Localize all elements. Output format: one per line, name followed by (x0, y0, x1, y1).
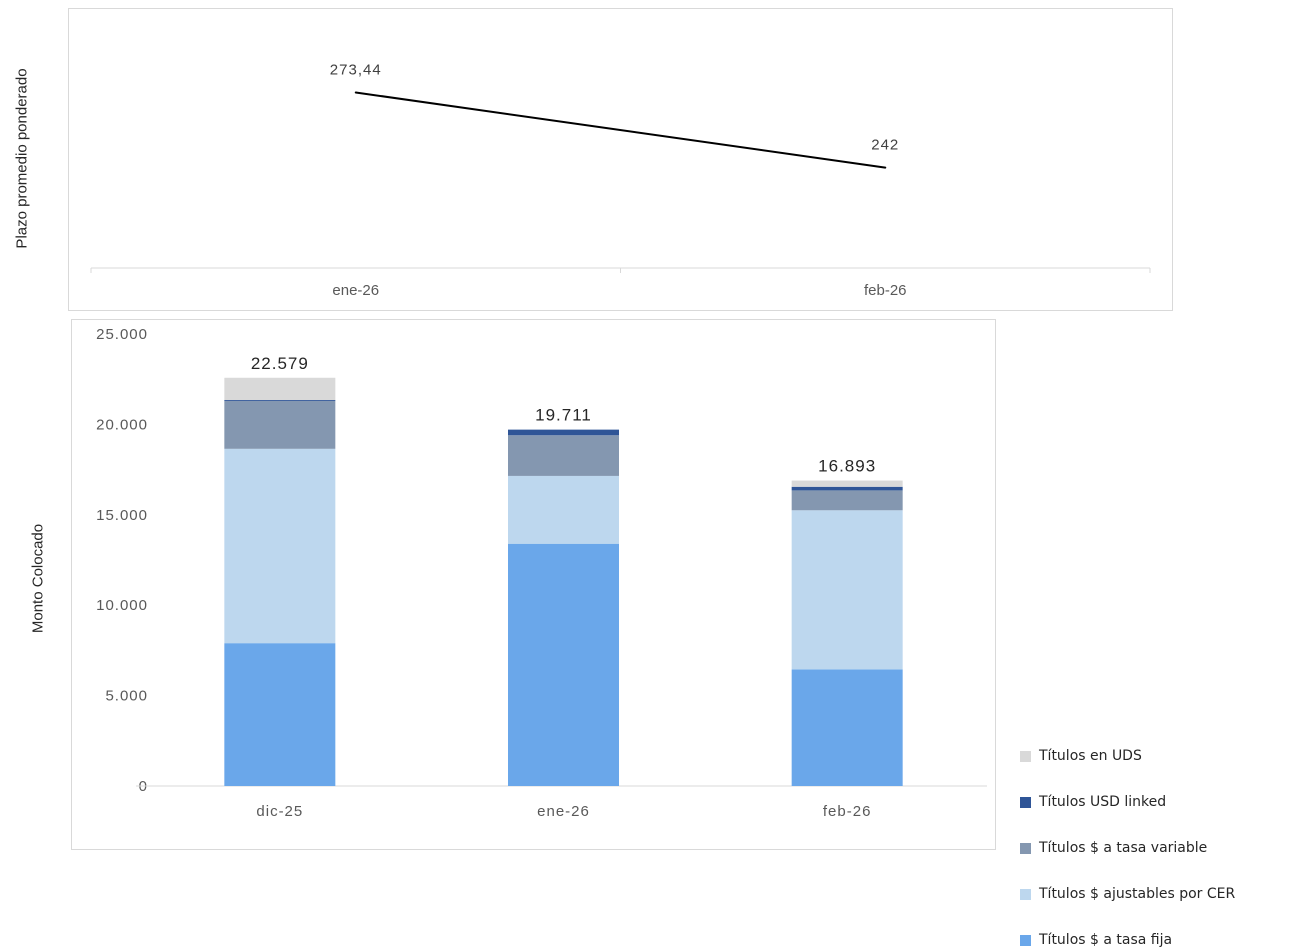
legend-item: Títulos $ a tasa variable (1020, 837, 1207, 859)
bar-segment (508, 475, 619, 544)
bar-segment (791, 510, 903, 670)
line-chart-panel: 273,44 242 ene-26 feb-26 (68, 8, 1173, 311)
bar-segment (508, 435, 619, 476)
legend-item: Títulos en UDS (1020, 745, 1142, 767)
bar-segment (224, 448, 336, 644)
line-x-tick-label: ene-26 (332, 282, 379, 299)
legend-swatch (1020, 750, 1031, 762)
line-point (354, 91, 357, 94)
legend-label: Títulos $ a tasa fija (1039, 932, 1173, 948)
bar-segment (791, 486, 903, 491)
line-point (884, 166, 887, 169)
line-chart-ylabel: Plazo promedio ponderado (13, 68, 31, 249)
bar-total-label: 16.893 (818, 457, 876, 476)
bar-x-tick-label: dic-25 (256, 803, 303, 820)
legend-item: Títulos USD linked (1020, 791, 1166, 813)
bar-chart-panel: 0 5.000 10.000 15.000 20.000 25.000 22.579 dic-… (71, 319, 996, 850)
line-data-label: 242 (871, 137, 899, 154)
bar-segment (224, 643, 336, 786)
bar-segment (791, 480, 903, 487)
bar-segment (224, 399, 336, 401)
bar-total-label: 19.711 (535, 406, 592, 425)
line-x-tick-label: feb-26 (864, 282, 907, 299)
line-chart: 273,44 242 ene-26 feb-26 (90, 61, 1151, 299)
bar-chart: 05.00010.00015.00020.00025.00022.579dic-… (96, 326, 987, 820)
bar-segment (791, 490, 903, 511)
bar-segment (508, 429, 619, 436)
legend-swatch (1020, 934, 1031, 946)
legend-label: Títulos en UDS (1039, 748, 1142, 764)
legend-item: Títulos $ ajustables por CER (1020, 883, 1235, 905)
bar-y-tick-label: 20.000 (96, 416, 148, 433)
legend-swatch (1020, 796, 1031, 808)
bar-segment (224, 400, 336, 449)
bar-x-tick-label: feb-26 (823, 803, 872, 820)
bar-y-tick-label: 15.000 (96, 507, 148, 524)
legend-label: Títulos USD linked (1039, 794, 1167, 810)
legend-item: Títulos $ a tasa fija (1020, 929, 1172, 951)
line-series (355, 91, 886, 169)
bar-segment (224, 377, 336, 400)
bar-total-label: 22.579 (251, 354, 309, 373)
legend-swatch (1020, 888, 1031, 900)
bar-y-tick-label: 5.000 (105, 688, 148, 705)
bar-segment (791, 669, 903, 786)
bar-y-tick-label: 25.000 (96, 326, 148, 343)
bar-y-tick-label: 10.000 (96, 597, 148, 614)
legend-label: Títulos $ a tasa variable (1039, 840, 1208, 856)
legend-label: Títulos $ ajustables por CER (1039, 886, 1236, 902)
legend-swatch (1020, 842, 1031, 854)
line-data-label: 273,44 (330, 61, 382, 78)
bar-chart-ylabel: Monto Colocado (29, 523, 47, 634)
bar-x-tick-label: ene-26 (537, 803, 590, 820)
bar-segment (508, 543, 619, 786)
